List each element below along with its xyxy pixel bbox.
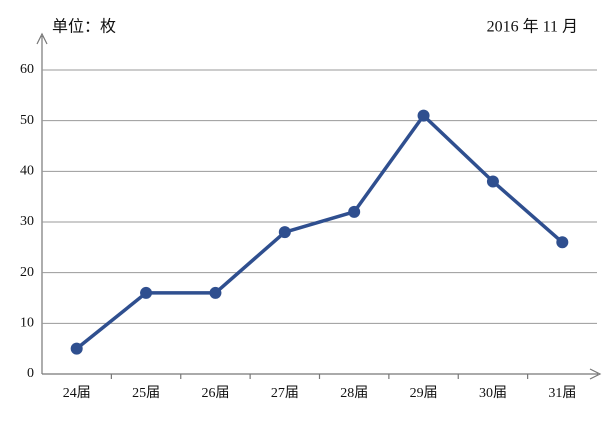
x-tick-label: 31届 [548,386,576,401]
point [278,226,291,239]
point [417,109,430,122]
unit-label: 单位：枚 [52,18,116,36]
x-tick-label: 25届 [132,386,160,401]
y-tick-label: 20 [20,265,34,280]
y-tick-label: 30 [20,214,34,229]
x-tick-label: 28届 [340,386,368,401]
y-tick-label: 10 [20,316,34,331]
point [486,175,499,188]
x-tick-label: 24届 [63,386,91,401]
y-tick-label: 50 [20,113,34,128]
point [140,286,153,299]
point [70,342,83,355]
date-label: 2016 年 11 月 [487,18,578,36]
y-axis [36,32,48,374]
x-tick-label: 29届 [410,386,438,401]
y-tick-label: 0 [27,366,34,381]
y-tick-label: 40 [20,164,34,179]
x-tick-label: 27届 [271,386,299,401]
point [556,236,569,249]
x-tick-label: 26届 [201,386,229,401]
x-axis [42,368,602,380]
line [75,113,564,351]
x-tick-label: 30届 [479,386,507,401]
y-tick-label: 60 [20,62,34,77]
point [348,205,361,218]
point [209,286,222,299]
